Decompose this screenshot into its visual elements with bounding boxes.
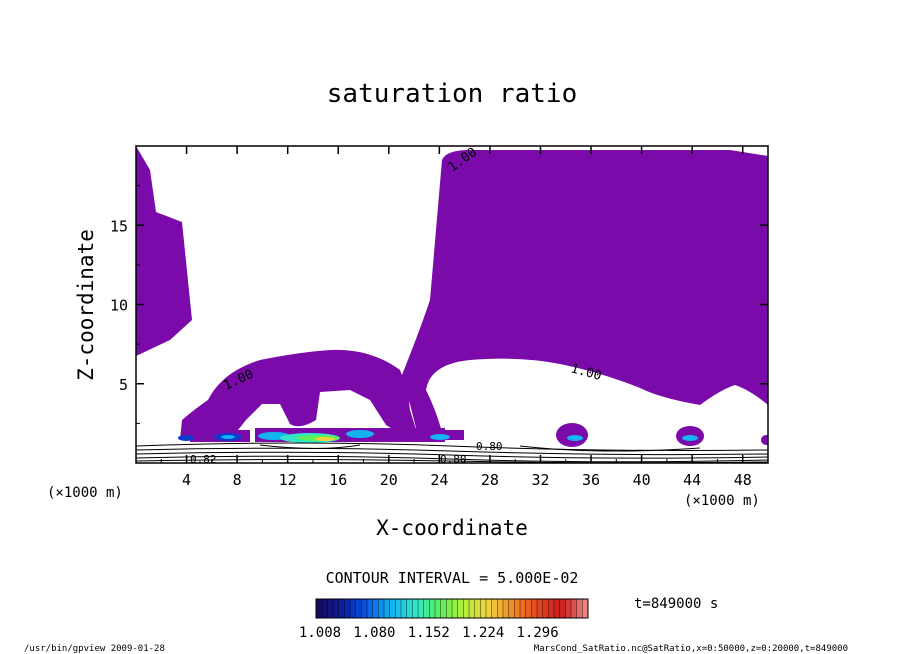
colorbar-cell xyxy=(423,599,430,618)
x-axis-ticks: 4 8 12 16 20 24 28 32 36 40 44 48 xyxy=(160,146,752,489)
colorbar-cell xyxy=(525,599,532,618)
colorbar-cell xyxy=(446,599,453,618)
chart-title: saturation ratio xyxy=(327,79,577,109)
y-tick-label: 10 xyxy=(110,297,128,315)
y-axis-ticks: 5 10 15 xyxy=(110,185,768,424)
colorbar xyxy=(315,599,589,618)
colorbar-cell xyxy=(429,599,436,618)
colorbar-cell xyxy=(582,599,589,618)
colorbar-cell xyxy=(372,599,379,618)
colorbar-tick-label: 1.224 xyxy=(462,625,504,641)
x-tick-label: 4 xyxy=(182,471,191,489)
colorbar-cell xyxy=(497,599,504,618)
y-tick-label: 5 xyxy=(119,376,128,394)
colorbar-cell xyxy=(486,599,492,618)
colorbar-cell xyxy=(321,599,328,618)
x-tick-label: 16 xyxy=(329,471,347,489)
x-tick-label: 8 xyxy=(233,471,242,489)
colorbar-cell xyxy=(384,599,390,618)
colorbar-cell xyxy=(514,599,521,618)
colorbar-cell xyxy=(548,599,555,618)
y-axis-label: Z-coordinate xyxy=(74,229,98,381)
colorbar-frame xyxy=(315,598,589,619)
colorbar-cell xyxy=(344,599,351,618)
colorbar-cell xyxy=(406,599,413,618)
x-tick-label: 24 xyxy=(430,471,448,489)
colorbar-cell xyxy=(491,599,498,618)
colorbar-cell xyxy=(355,599,362,618)
colorbar-cell xyxy=(418,599,424,618)
colorbar-cell xyxy=(503,599,509,618)
x-tick-label: 48 xyxy=(734,471,752,489)
x-axis-unit: (×1000 m) xyxy=(684,493,760,509)
contour-label: 0.80 xyxy=(440,453,467,466)
colorbar-tick-label: 1.296 xyxy=(517,625,559,641)
colorbar-cell xyxy=(457,599,464,618)
x-tick-label: 40 xyxy=(633,471,651,489)
colorbar-ticks: 1.008 1.080 1.152 1.224 1.296 xyxy=(299,625,559,641)
colorbar-cell xyxy=(469,599,475,618)
colorbar-cell xyxy=(474,599,481,618)
x-tick-label: 28 xyxy=(481,471,499,489)
high-saturation-bands xyxy=(178,430,698,443)
y-tick-label: 15 xyxy=(110,217,128,235)
colorbar-cell xyxy=(327,599,334,618)
colorbar-cell xyxy=(542,599,549,618)
colorbar-cell xyxy=(412,599,419,618)
x-tick-label: 36 xyxy=(582,471,600,489)
colorbar-cell xyxy=(378,599,385,618)
colorbar-cell xyxy=(571,599,577,618)
colorbar-cell xyxy=(565,599,572,618)
colorbar-cell xyxy=(520,599,526,618)
time-label: t=849000 s xyxy=(634,596,718,612)
colorbar-cell xyxy=(452,599,458,618)
plot-area: 1.00 1.00 1.00 0.80 0.80 0.82 xyxy=(136,146,768,466)
colorbar-cell xyxy=(440,599,447,618)
x-tick-label: 12 xyxy=(279,471,297,489)
colorbar-tick-label: 1.080 xyxy=(353,625,395,641)
colorbar-cell xyxy=(463,599,470,618)
colorbar-cell xyxy=(531,599,538,618)
colorbar-cell xyxy=(316,599,322,618)
x-tick-label: 20 xyxy=(380,471,398,489)
colorbar-cell xyxy=(559,599,566,618)
colorbar-cell xyxy=(401,599,407,618)
contour-label: 0.80 xyxy=(476,440,503,453)
colorbar-cell xyxy=(537,599,543,618)
x-axis-label: X-coordinate xyxy=(376,516,528,540)
y-axis-unit: (×1000 m) xyxy=(47,485,123,501)
footer-left: /usr/bin/gpview 2009-01-28 xyxy=(24,644,165,654)
colorbar-cell xyxy=(395,599,402,618)
colorbar-tick-label: 1.008 xyxy=(299,625,341,641)
x-tick-label: 44 xyxy=(683,471,701,489)
colorbar-cell xyxy=(435,599,441,618)
colorbar-cell xyxy=(350,599,356,618)
colorbar-cell xyxy=(361,599,368,618)
colorbar-cell xyxy=(480,599,487,618)
colorbar-cell xyxy=(576,599,583,618)
colorbar-cell xyxy=(554,599,560,618)
colorbar-cell xyxy=(389,599,396,618)
colorbar-cell xyxy=(338,599,345,618)
contour-interval: CONTOUR INTERVAL = 5.000E-02 xyxy=(326,569,579,587)
colorbar-cell xyxy=(508,599,515,618)
colorbar-cell xyxy=(367,599,373,618)
colorbar-cell xyxy=(333,599,339,618)
contour-label: 0.82 xyxy=(190,453,217,466)
x-tick-label: 32 xyxy=(531,471,549,489)
colorbar-tick-label: 1.152 xyxy=(408,625,450,641)
footer-right: MarsCond_SatRatio.nc@SatRatio,x=0:50000,… xyxy=(534,644,848,654)
